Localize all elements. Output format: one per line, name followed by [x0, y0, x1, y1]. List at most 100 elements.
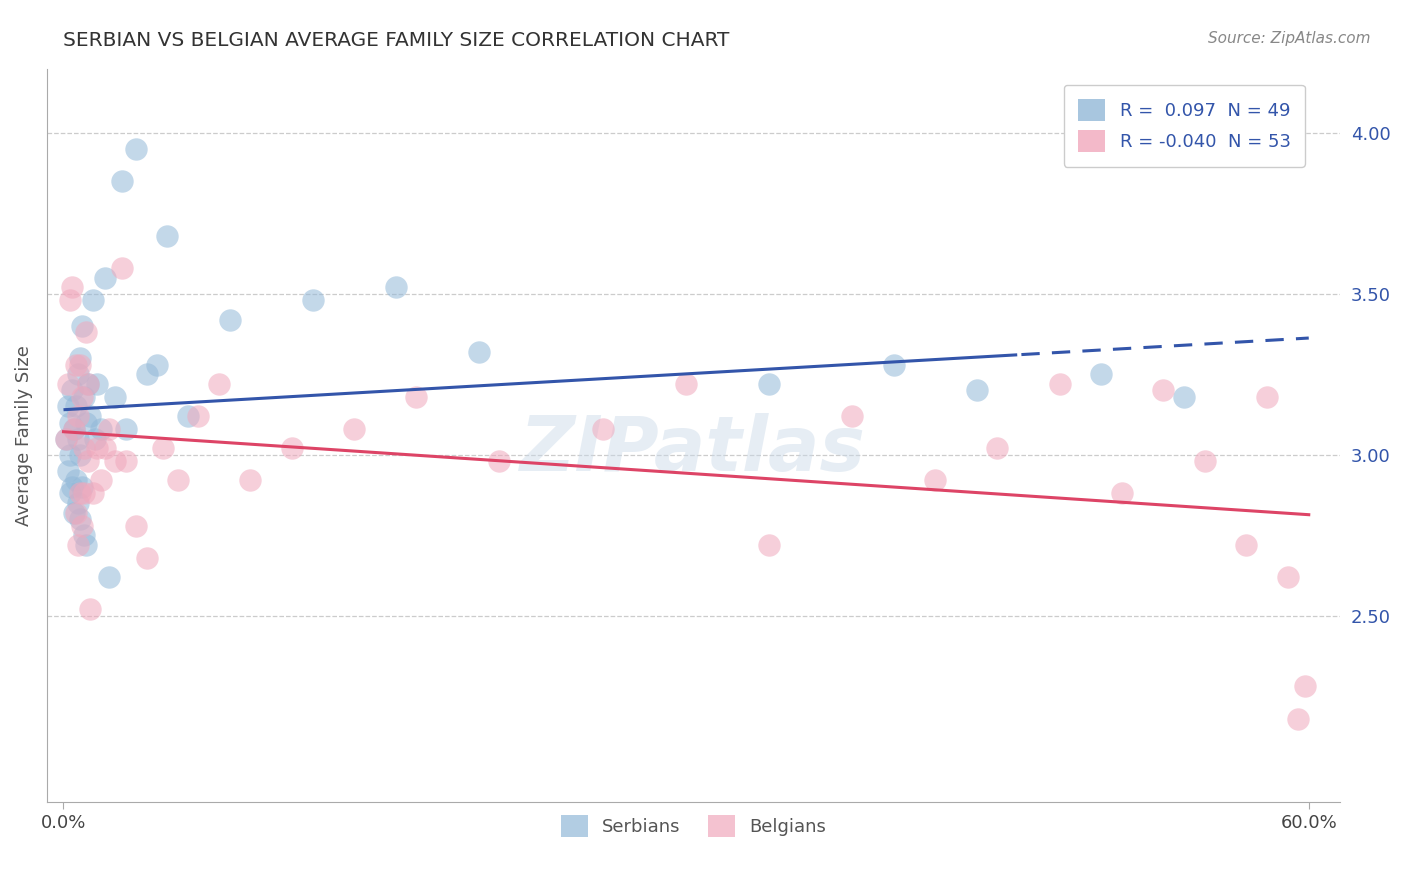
Point	[135, 550, 157, 565]
Point	[73, 442, 96, 456]
Point	[59, 293, 82, 308]
Point	[883, 358, 905, 372]
Point	[1256, 390, 1278, 404]
Point	[924, 474, 946, 488]
Point	[239, 474, 262, 488]
Point	[152, 442, 174, 456]
Point	[1090, 368, 1112, 382]
Point	[98, 570, 121, 584]
Point	[758, 538, 780, 552]
Point	[83, 432, 105, 446]
Point	[65, 474, 87, 488]
Point	[66, 496, 89, 510]
Point	[69, 448, 91, 462]
Point	[56, 464, 79, 478]
Text: ZIPatlas: ZIPatlas	[520, 413, 866, 487]
Point	[841, 409, 863, 423]
Point	[82, 293, 104, 308]
Point	[110, 261, 132, 276]
Point	[70, 518, 93, 533]
Point	[1236, 538, 1258, 552]
Legend: Serbians, Belgians: Serbians, Belgians	[554, 808, 834, 845]
Point	[65, 358, 87, 372]
Point	[60, 384, 83, 398]
Point	[1294, 680, 1316, 694]
Point	[56, 400, 79, 414]
Point	[63, 422, 86, 436]
Point	[69, 351, 91, 366]
Point	[69, 486, 91, 500]
Point	[86, 442, 108, 456]
Point	[66, 432, 89, 446]
Point	[59, 448, 82, 462]
Point	[86, 376, 108, 391]
Point	[966, 384, 988, 398]
Point	[1277, 570, 1299, 584]
Point	[125, 518, 148, 533]
Point	[77, 376, 100, 391]
Point	[79, 602, 101, 616]
Text: Source: ZipAtlas.com: Source: ZipAtlas.com	[1208, 31, 1371, 46]
Point	[114, 422, 136, 436]
Point	[146, 358, 169, 372]
Point	[1111, 486, 1133, 500]
Point	[187, 409, 209, 423]
Point	[70, 480, 93, 494]
Point	[63, 506, 86, 520]
Point	[1173, 390, 1195, 404]
Point	[77, 454, 100, 468]
Point	[986, 442, 1008, 456]
Point	[75, 416, 97, 430]
Point	[592, 422, 614, 436]
Point	[94, 270, 117, 285]
Point	[114, 454, 136, 468]
Point	[70, 318, 93, 333]
Point	[75, 538, 97, 552]
Point	[301, 293, 323, 308]
Point	[1194, 454, 1216, 468]
Point	[218, 312, 240, 326]
Point	[281, 442, 304, 456]
Point	[104, 390, 127, 404]
Point	[1286, 712, 1309, 726]
Point	[66, 538, 89, 552]
Point	[73, 486, 96, 500]
Point	[467, 344, 489, 359]
Point	[77, 376, 100, 391]
Point	[94, 442, 117, 456]
Y-axis label: Average Family Size: Average Family Size	[15, 345, 32, 525]
Point	[69, 358, 91, 372]
Point	[675, 376, 697, 391]
Point	[90, 422, 112, 436]
Point	[98, 422, 121, 436]
Point	[60, 280, 83, 294]
Point	[75, 326, 97, 340]
Point	[73, 390, 96, 404]
Point	[405, 390, 427, 404]
Point	[59, 486, 82, 500]
Point	[55, 432, 77, 446]
Point	[70, 390, 93, 404]
Point	[65, 400, 87, 414]
Point	[1153, 384, 1175, 398]
Point	[66, 409, 89, 423]
Point	[110, 174, 132, 188]
Point	[69, 512, 91, 526]
Point	[59, 416, 82, 430]
Point	[66, 368, 89, 382]
Point	[343, 422, 366, 436]
Point	[758, 376, 780, 391]
Point	[60, 480, 83, 494]
Point	[384, 280, 406, 294]
Point	[177, 409, 200, 423]
Point	[156, 228, 179, 243]
Point	[1049, 376, 1071, 391]
Point	[104, 454, 127, 468]
Point	[90, 474, 112, 488]
Point	[56, 376, 79, 391]
Point	[208, 376, 231, 391]
Point	[488, 454, 510, 468]
Point	[63, 422, 86, 436]
Text: SERBIAN VS BELGIAN AVERAGE FAMILY SIZE CORRELATION CHART: SERBIAN VS BELGIAN AVERAGE FAMILY SIZE C…	[63, 31, 730, 50]
Point	[135, 368, 157, 382]
